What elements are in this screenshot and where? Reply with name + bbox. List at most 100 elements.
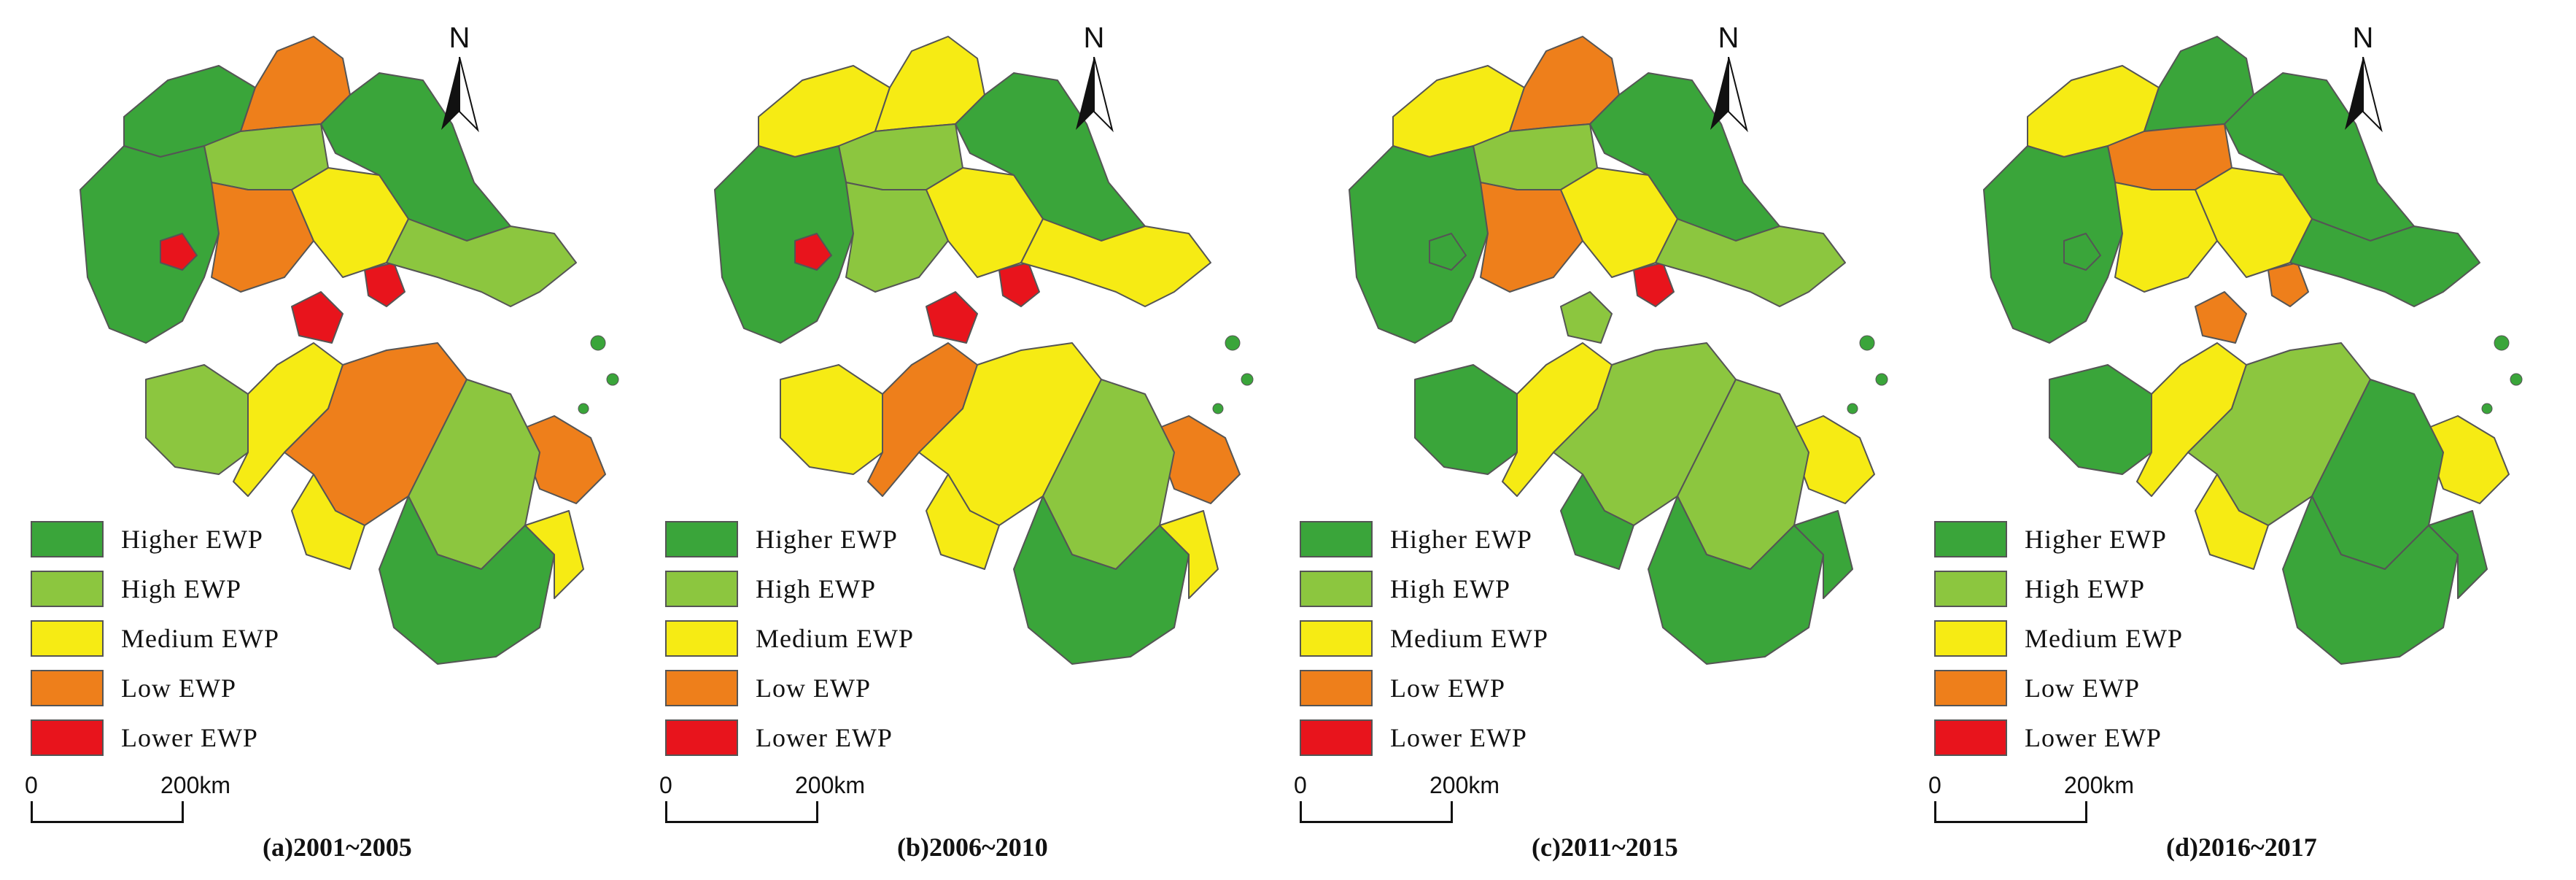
legend-swatch xyxy=(1300,571,1373,607)
legend-item-low: Low EWP xyxy=(1934,667,2183,709)
panel-caption: (a)2001~2005 xyxy=(263,833,412,862)
legend-swatch xyxy=(1934,620,2007,657)
island-0 xyxy=(1859,335,1875,351)
choropleth-map xyxy=(714,36,1254,665)
island-1 xyxy=(606,373,619,386)
region-city1 xyxy=(2063,233,2101,271)
island-2 xyxy=(1212,403,1224,414)
legend: Higher EWP High EWP Medium EWP Low EWP Lower… xyxy=(1934,518,2183,766)
region-south2 xyxy=(1013,495,1190,665)
scale-line xyxy=(1300,801,1453,823)
region-city1 xyxy=(794,233,832,271)
region-south2 xyxy=(2282,495,2459,665)
choropleth-map xyxy=(79,36,619,665)
region-sw xyxy=(780,364,883,475)
legend-item-medium: Medium EWP xyxy=(1300,617,1548,660)
legend-item-high: High EWP xyxy=(1300,568,1548,610)
region-coastS xyxy=(2428,510,2488,599)
legend-swatch xyxy=(665,521,738,557)
legend-label: High EWP xyxy=(756,574,876,603)
legend-swatch xyxy=(665,571,738,607)
legend-item-high: High EWP xyxy=(665,568,914,610)
choropleth-map xyxy=(1349,36,1888,665)
north-label: N xyxy=(2352,22,2374,54)
scale-line xyxy=(1934,801,2087,823)
legend-swatch xyxy=(1934,571,2007,607)
region-coastS xyxy=(1793,510,1853,599)
north-label: N xyxy=(1718,22,1739,54)
legend-label: Low EWP xyxy=(756,673,871,703)
legend-label: Low EWP xyxy=(121,673,236,703)
region-west xyxy=(79,145,220,344)
panel-caption: (c)2011~2015 xyxy=(1532,833,1678,862)
legend-item-lower: Lower EWP xyxy=(665,717,914,759)
region-coastE xyxy=(1655,218,1846,307)
legend-label: Lower EWP xyxy=(121,723,258,752)
panel-caption: (b)2006~2010 xyxy=(897,833,1048,862)
region-city3 xyxy=(1633,262,1675,307)
region-coastS xyxy=(1159,510,1219,599)
legend-item-higher: Higher EWP xyxy=(1300,518,1548,560)
island-0 xyxy=(1225,335,1241,351)
legend-label: Medium EWP xyxy=(2025,624,2183,653)
region-city3 xyxy=(364,262,406,307)
island-2 xyxy=(578,403,589,414)
scale-zero-label: 0 xyxy=(25,772,38,798)
region-eastPen xyxy=(2421,415,2510,504)
region-west xyxy=(1983,145,2123,344)
legend-item-low: Low EWP xyxy=(665,667,914,709)
map-panel-b: N Higher EWP High EWP Medium EWP Low EWP Lowe… xyxy=(635,0,1269,880)
island-1 xyxy=(2510,373,2523,386)
region-city2 xyxy=(1560,291,1613,344)
legend-swatch xyxy=(31,571,104,607)
legend-label: Lower EWP xyxy=(756,723,893,752)
region-center1 xyxy=(1480,182,1583,293)
region-eastPen xyxy=(1152,415,1241,504)
legend-swatch xyxy=(31,670,104,706)
legend-label: Lower EWP xyxy=(2025,723,2162,752)
legend-swatch xyxy=(1300,719,1373,756)
map-panel-a: N Higher EWP High EWP Medium EWP Low EWP Lowe… xyxy=(0,0,635,880)
region-center1 xyxy=(2114,182,2218,293)
legend-swatch xyxy=(1300,521,1373,557)
legend-item-low: Low EWP xyxy=(31,667,279,709)
legend-label: Medium EWP xyxy=(1390,624,1548,653)
region-southW xyxy=(2195,474,2269,570)
legend-swatch xyxy=(31,521,104,557)
region-city2 xyxy=(2195,291,2247,344)
legend-swatch xyxy=(1934,521,2007,557)
region-city1 xyxy=(160,233,198,271)
legend-swatch xyxy=(1934,719,2007,756)
legend-item-high: High EWP xyxy=(1934,568,2183,610)
region-city2 xyxy=(291,291,344,344)
region-coastE xyxy=(1020,218,1211,307)
legend-swatch xyxy=(1934,670,2007,706)
legend-item-lower: Lower EWP xyxy=(31,717,279,759)
legend-swatch xyxy=(1300,620,1373,657)
legend-item-higher: Higher EWP xyxy=(665,518,914,560)
region-city1 xyxy=(1429,233,1467,271)
scale-distance-label: 200km xyxy=(1429,772,1500,798)
legend-swatch xyxy=(665,670,738,706)
legend-label: Medium EWP xyxy=(121,624,279,653)
scale-zero-label: 0 xyxy=(1928,772,1941,798)
legend: Higher EWP High EWP Medium EWP Low EWP Lower… xyxy=(665,518,914,766)
region-city2 xyxy=(926,291,978,344)
legend-swatch xyxy=(31,620,104,657)
map-panel-c: N Higher EWP High EWP Medium EWP Low EWP Lowe… xyxy=(1269,0,1904,880)
scale-line xyxy=(665,801,818,823)
legend-item-low: Low EWP xyxy=(1300,667,1548,709)
region-south2 xyxy=(379,495,555,665)
legend-swatch xyxy=(1300,670,1373,706)
region-eastPen xyxy=(1786,415,1875,504)
legend-swatch xyxy=(665,719,738,756)
island-0 xyxy=(590,335,606,351)
region-sw xyxy=(2049,364,2152,475)
island-0 xyxy=(2494,335,2510,351)
region-city3 xyxy=(2267,262,2309,307)
north-label: N xyxy=(1083,22,1105,54)
scale-line xyxy=(31,801,184,823)
region-sw xyxy=(145,364,249,475)
legend-label: Low EWP xyxy=(1390,673,1505,703)
region-city3 xyxy=(998,262,1040,307)
